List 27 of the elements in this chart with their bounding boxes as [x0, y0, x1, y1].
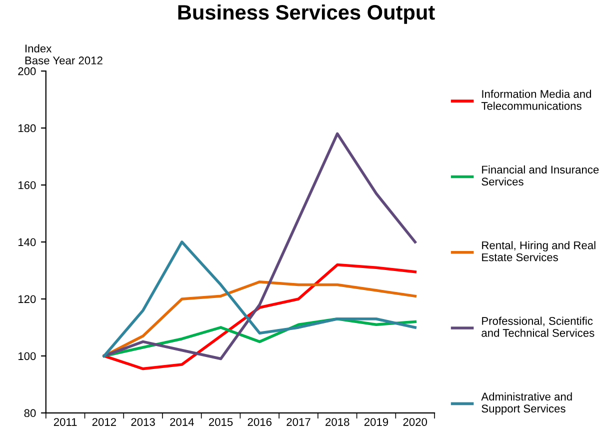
y-tick-label: 160 [18, 181, 36, 190]
y-tick-label: 180 [18, 124, 36, 132]
x-tick-label: 2020 [403, 418, 428, 426]
x-tick-label: 2012 [92, 418, 116, 426]
y-tick-label: 200 [18, 67, 36, 76]
x-tick-label: 2011 [54, 418, 77, 426]
legend-label: Rental, Hiring and Real Estate Services [482, 241, 596, 262]
x-tick-label: 2015 [208, 418, 233, 426]
y-axis-title: Index Base Year 2012 [25, 44, 102, 64]
y-tick-label: 100 [18, 352, 36, 360]
x-tick-label: 2013 [131, 418, 155, 426]
x-tick-label: 2016 [248, 418, 272, 426]
line-series [102, 132, 416, 360]
legend-label: Professional, Scientific and Technical Services [482, 316, 594, 337]
x-tick-label: 2017 [286, 418, 310, 426]
legend-label: Financial and Insurance Services [482, 165, 599, 186]
x-tick-label: 2014 [170, 418, 194, 426]
y-tick-label: 140 [18, 238, 36, 246]
x-tick-label: 2018 [326, 418, 350, 426]
y-tick-label: 80 [24, 409, 36, 418]
line-series [102, 263, 416, 370]
y-tick-label: 120 [18, 295, 36, 304]
chart-title: Business Services Output [178, 4, 435, 24]
x-tick-label: 2019 [364, 418, 388, 426]
legend-label: Administrative and Support Services [481, 392, 572, 415]
line-series [102, 240, 416, 358]
legend-label: Information Media and Telecommunications [481, 90, 592, 110]
